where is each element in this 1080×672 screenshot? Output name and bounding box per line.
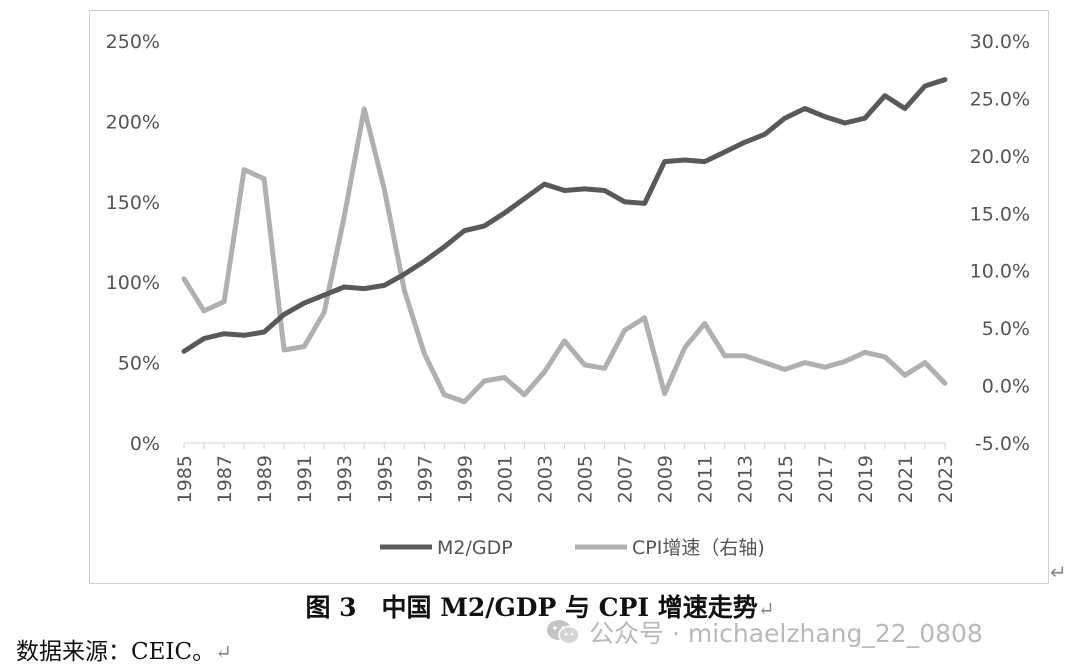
chart: 0% 50% 100% 150% 200% 250% -5.0% 0.0% 5.0% 10.0% 1… <box>106 31 1030 559</box>
source-text: 数据来源：CEIC。 <box>16 639 216 665</box>
chart-frame: 0% 50% 100% 150% 200% 250% -5.0% 0.0% 5.0% 10.0% 1… <box>89 10 1049 584</box>
left-axis-tick-label: 250% <box>106 31 160 53</box>
x-axis-tick-label: 1999 <box>454 455 476 503</box>
source-note: 数据来源：CEIC。↵ <box>16 632 232 666</box>
right-axis-tick-label: 30.0% <box>970 31 1030 53</box>
x-axis-tick-label: 2021 <box>895 455 917 503</box>
caption-paragraph-mark: ↵ <box>757 597 775 621</box>
right-axis-tick-label: 15.0% <box>970 203 1030 225</box>
x-axis-tick-label: 1991 <box>294 455 316 503</box>
caption-text: 图 3 中国 M2/GDP 与 CPI 增速走势 <box>305 593 758 622</box>
left-axis-tick-label: 100% <box>106 272 160 294</box>
x-axis-tick-label: 1995 <box>374 455 396 503</box>
source-paragraph-mark: ↵ <box>215 640 232 664</box>
left-axis-tick-label: 50% <box>118 353 160 375</box>
series-line-cpi <box>181 106 948 405</box>
x-axis-tick-label: 2003 <box>534 455 556 503</box>
watermark-text: 公众号 · michaelzhang_22_0808 <box>589 619 983 648</box>
legend-cpi-label: CPI增速（右轴) <box>632 537 765 559</box>
watermark: 公众号 · michaelzhang_22_0808 <box>545 614 983 650</box>
left-axis-tick-label: 200% <box>106 111 160 133</box>
x-axis-tick-label: 2005 <box>575 455 597 503</box>
x-axis-tick-label: 2001 <box>494 455 516 503</box>
wechat-icon <box>547 620 580 645</box>
left-axis-tick-label: 0% <box>130 433 160 455</box>
right-axis-tick-label: 0.0% <box>982 376 1030 398</box>
right-axis-tick-label: 5.0% <box>982 318 1030 340</box>
x-axis-tick-label: 2019 <box>855 455 877 503</box>
right-axis-tick-label: 25.0% <box>970 88 1030 110</box>
x-axis-tick-label: 1987 <box>214 455 236 503</box>
x-axis-tick-label: 1993 <box>334 455 356 503</box>
figure-caption: 图 3 中国 M2/GDP 与 CPI 增速走势↵ <box>0 588 1080 624</box>
left-axis-tick-label: 150% <box>106 192 160 214</box>
right-axis-tick-label: -5.0% <box>975 433 1030 455</box>
x-axis-tick-label: 2009 <box>655 455 677 503</box>
x-axis-tick-label: 2007 <box>615 455 637 503</box>
paragraph-mark: ↵ <box>1050 560 1067 584</box>
x-axis-tick-label: 1985 <box>174 455 196 503</box>
series-line-m2-gdp <box>181 77 948 354</box>
x-axis-tick-label: 1997 <box>414 455 436 503</box>
x-axis-tick-label: 2015 <box>775 455 797 503</box>
x-axis-tick-label: 2011 <box>695 455 717 503</box>
right-axis-tick-label: 10.0% <box>970 261 1030 283</box>
x-axis-tick-label: 2023 <box>935 455 957 503</box>
x-axis-tick-label: 1989 <box>254 455 276 503</box>
legend-m2-gdp-label: M2/GDP <box>437 537 513 559</box>
x-axis-tick-label: 2017 <box>815 455 837 503</box>
right-axis-tick-label: 20.0% <box>970 146 1030 168</box>
x-axis-tick-label: 2013 <box>735 455 757 503</box>
